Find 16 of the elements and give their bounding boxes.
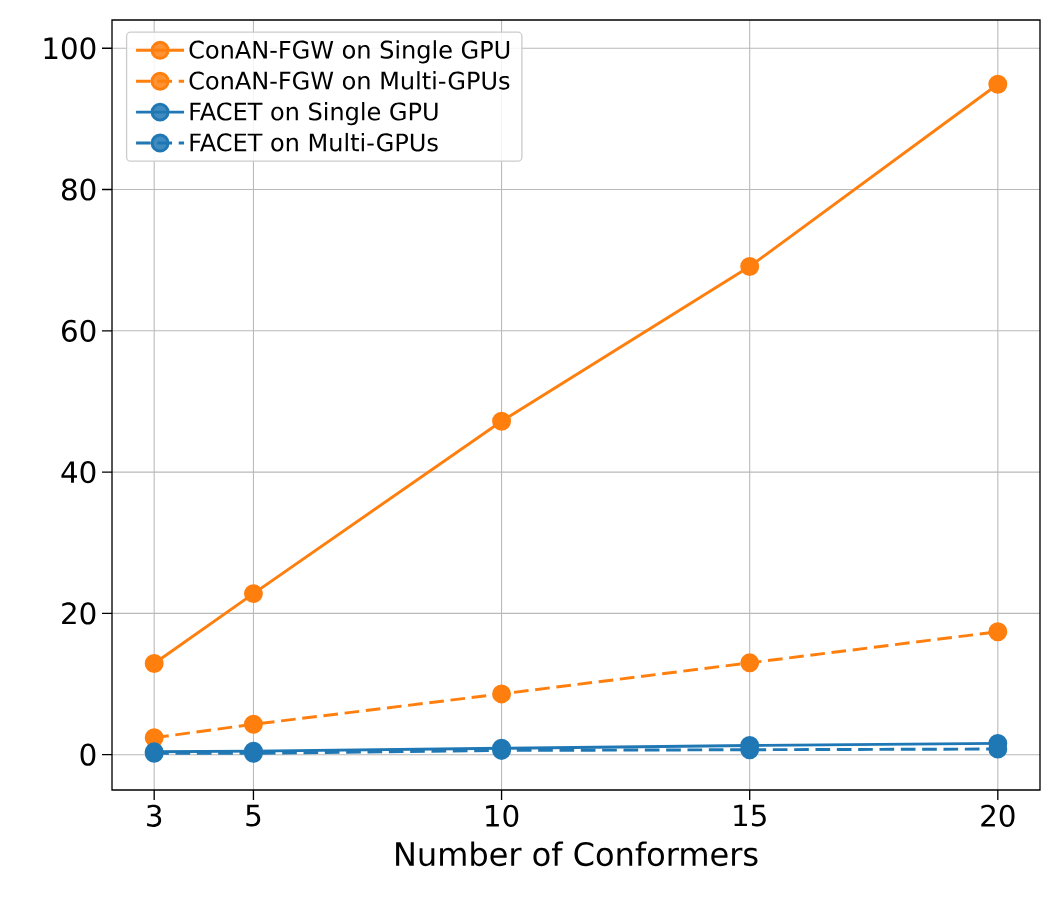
y-tick-label: 80 bbox=[61, 178, 96, 201]
y-tick-label: 0 bbox=[80, 743, 96, 766]
y-tick-label: 100 bbox=[44, 37, 96, 60]
legend-label: ConAN-FGW on Multi-GPUs bbox=[189, 71, 510, 90]
x-tick-label: 5 bbox=[246, 804, 261, 827]
y-tick-label: 20 bbox=[62, 602, 96, 625]
y-tick-label: 40 bbox=[61, 461, 96, 484]
legend-label: ConAN-FGW on Single GPU bbox=[189, 40, 510, 64]
y-tick-label: 60 bbox=[62, 319, 96, 342]
x-axis-title: Number of Conformers bbox=[396, 841, 758, 867]
x-tick-label: 15 bbox=[734, 804, 766, 827]
x-tick-label: 20 bbox=[981, 804, 1015, 827]
legend-label: FACET on Multi-GPUs bbox=[190, 132, 438, 152]
x-tick-label: 10 bbox=[486, 804, 519, 827]
legend-label: FACET on Single GPU bbox=[190, 102, 438, 126]
x-tick-label: 3 bbox=[147, 804, 162, 827]
